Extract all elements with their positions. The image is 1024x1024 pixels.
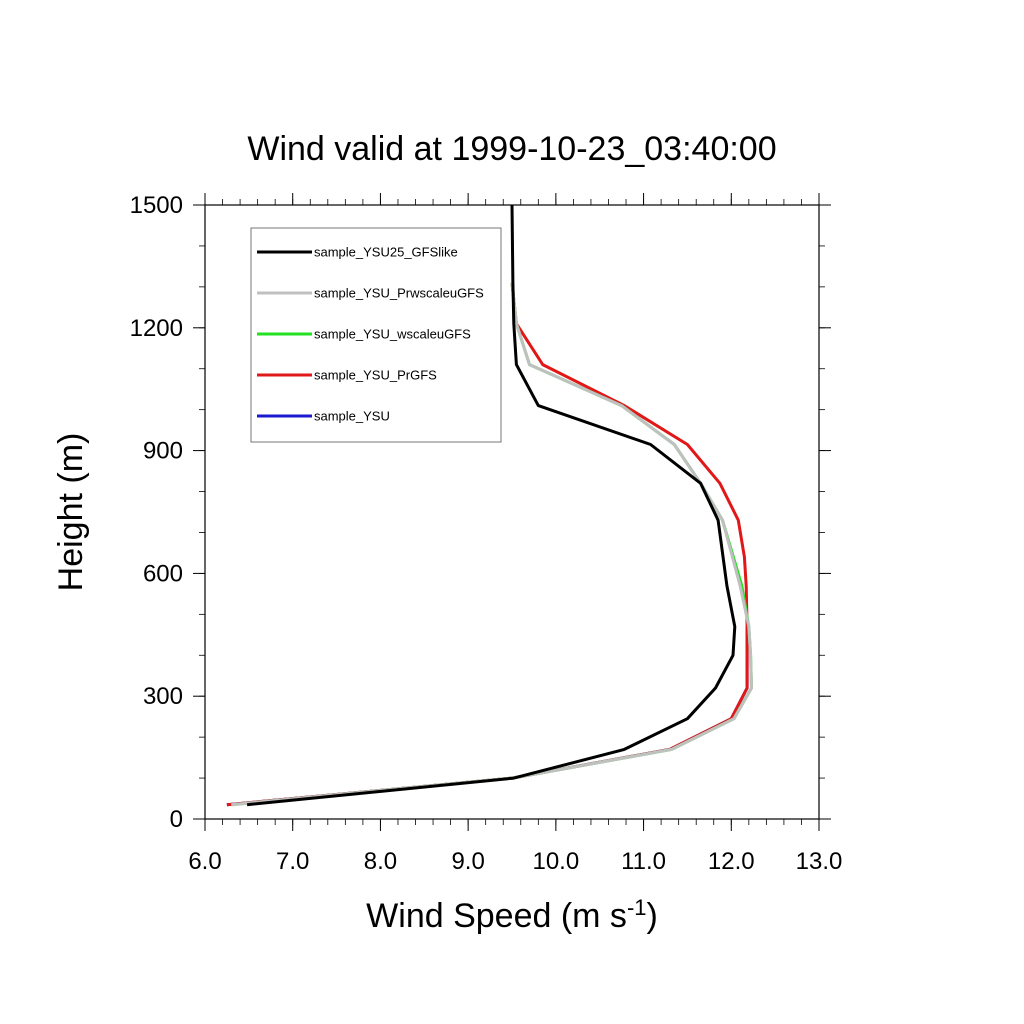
y-axis-label: Height (m) bbox=[52, 433, 90, 592]
x-axis-label-close: ) bbox=[647, 897, 658, 935]
x-axis-label-main: Wind Speed (m s bbox=[366, 897, 627, 935]
x-tick-label: 7.0 bbox=[276, 848, 309, 875]
legend-label-3: sample_YSU_PrGFS bbox=[314, 368, 437, 383]
series-line-4 bbox=[226, 626, 749, 807]
legend-label-2: sample_YSU_wscaleuGFS bbox=[314, 327, 471, 342]
series-line-1 bbox=[231, 282, 753, 807]
y-tick-label: 600 bbox=[143, 560, 183, 587]
ticks-layer: 6.0 7.0 8.0 9.0 10.0 11.0 12.0 13.0 0 300 600 900 12… bbox=[130, 192, 843, 875]
x-axis-label-superscript: -1 bbox=[627, 895, 647, 920]
y-tick-label: 0 bbox=[170, 806, 183, 833]
y-tick-label: 300 bbox=[143, 683, 183, 710]
legend-label-1: sample_YSU_PrwscaleuGFS bbox=[314, 286, 484, 301]
x-tick-label: 10.0 bbox=[532, 848, 579, 875]
legend-label-4: sample_YSU bbox=[314, 409, 390, 424]
y-tick-label: 900 bbox=[143, 438, 183, 465]
legend-label-0: sample_YSU25_GFSlike bbox=[314, 245, 458, 260]
x-tick-label: 12.0 bbox=[708, 848, 755, 875]
x-tick-label: 13.0 bbox=[796, 848, 843, 875]
chart-title: Wind valid at 1999-10-23_03:40:00 bbox=[247, 130, 776, 168]
y-tick-label: 1500 bbox=[130, 192, 183, 219]
x-tick-label: 11.0 bbox=[621, 848, 666, 875]
x-tick-label: 8.0 bbox=[364, 848, 397, 875]
legend: sample_YSU25_GFSlike sample_YSU_Prwscaleu… bbox=[250, 227, 502, 443]
legend-items: sample_YSU25_GFSlike sample_YSU_Prwscaleu… bbox=[257, 245, 484, 424]
y-tick-label: 1200 bbox=[130, 315, 183, 342]
plot-frame bbox=[204, 204, 820, 820]
x-tick-label: 9.0 bbox=[451, 848, 484, 875]
x-tick-label: 6.0 bbox=[188, 848, 221, 875]
x-axis-label: Wind Speed (m s-1) bbox=[366, 895, 658, 935]
series-layer bbox=[226, 204, 753, 807]
series-line-0 bbox=[246, 204, 737, 807]
